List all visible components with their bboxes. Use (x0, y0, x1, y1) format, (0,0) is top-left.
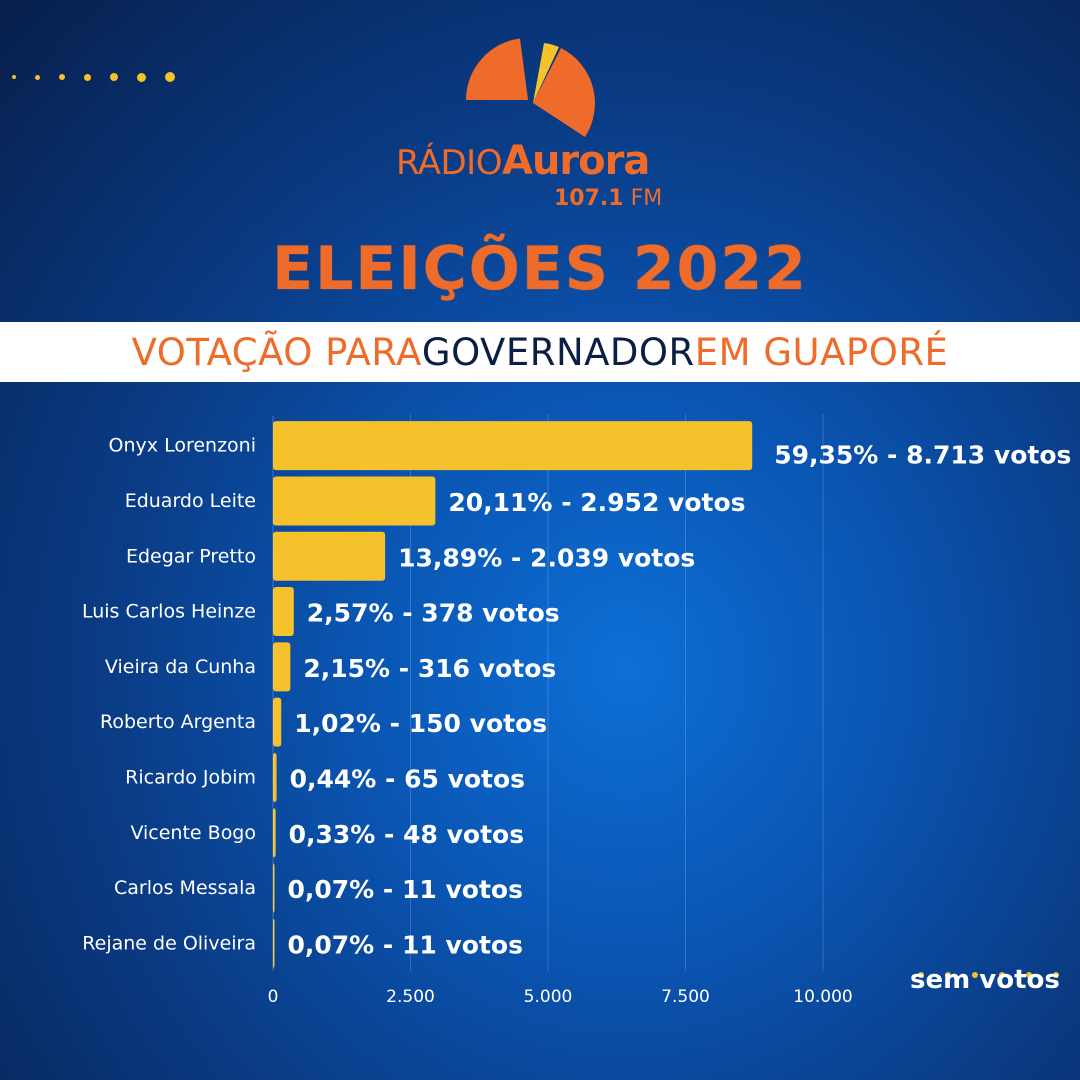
category-label: Onyx Lorenzoni (109, 435, 256, 457)
banner-part-3: EM GUAPORÉ (694, 330, 949, 374)
category-label: Rejane de Oliveira (82, 932, 256, 954)
radio-logo: RÁDIOAurora 107.1 FM (390, 38, 690, 213)
data-label: 0,07% - 11 votos (288, 875, 524, 904)
dot (137, 72, 146, 82)
bar (273, 697, 282, 747)
dot (110, 73, 118, 81)
category-label: Vieira da Cunha (105, 656, 256, 678)
x-tick-label: 2.500 (386, 987, 435, 1007)
decorative-dots (12, 72, 194, 82)
x-tick-label: 10.000 (793, 987, 852, 1007)
bar (273, 752, 277, 802)
frequency-number: 107.1 (554, 186, 624, 211)
category-label: Luis Carlos Heinze (82, 601, 256, 623)
category-label: Carlos Messala (114, 877, 256, 899)
dot (945, 972, 951, 978)
data-label: 59,35% - 8.713 votos (774, 441, 1071, 470)
dot (35, 74, 40, 80)
dot (84, 73, 91, 81)
subtitle-banner: VOTAÇÃO PARA GOVERNADOR EM GUAPORÉ (0, 322, 1080, 382)
category-label: Ricardo Jobim (125, 766, 256, 788)
banner-part-2: GOVERNADOR (421, 330, 695, 374)
votes-bar-chart: 0 2.500 5.000 7.500 10.000 Onyx Lorenzoni 59,3… (0, 390, 1080, 1010)
aurora-logo-icon (466, 38, 595, 137)
data-label: 2,15% - 316 votos (303, 654, 556, 683)
bar (273, 918, 275, 968)
data-label: 13,89% - 2.039 votos (398, 543, 695, 572)
logo-aurora-text: Aurora (501, 138, 650, 184)
dot (999, 972, 1005, 978)
footnote-dots (918, 972, 1080, 978)
dot (918, 972, 924, 978)
bar (273, 531, 386, 581)
data-label: 1,02% - 150 votos (294, 709, 547, 738)
logo-frequency: 107.1 FM (554, 186, 662, 211)
dot (972, 972, 978, 978)
page-title: ELEIÇÕES 2022 (272, 234, 808, 304)
x-tick-label: 5.000 (524, 987, 573, 1007)
category-label: Roberto Argenta (100, 711, 256, 733)
frequency-unit: FM (630, 186, 663, 211)
chart-svg: 0 2.500 5.000 7.500 10.000 Onyx Lorenzoni 59,3… (82, 414, 1071, 1007)
data-label: 20,11% - 2.952 votos (448, 488, 745, 517)
dot (59, 74, 65, 80)
logo-wordmark: RÁDIOAurora (396, 138, 650, 184)
bar (273, 421, 753, 471)
bar (273, 587, 294, 637)
data-label: 0,44% - 65 votos (290, 764, 526, 793)
banner-part-1: VOTAÇÃO PARA (131, 330, 422, 374)
x-tick-label: 0 (268, 987, 279, 1007)
category-label: Vicente Bogo (130, 822, 256, 844)
category-label: Eduardo Leite (125, 490, 256, 512)
dot (12, 75, 16, 79)
footnote-text: sem votos (910, 965, 1060, 995)
bar (273, 863, 275, 913)
category-label: Edegar Pretto (126, 545, 256, 567)
data-label: 0,33% - 48 votos (289, 820, 525, 849)
bar (273, 808, 276, 858)
dot (1053, 972, 1059, 978)
dot (165, 72, 175, 82)
data-label: 2,57% - 378 votos (307, 599, 560, 628)
bar (273, 642, 291, 692)
dot (1026, 972, 1032, 978)
data-label: 0,07% - 11 votos (288, 930, 524, 959)
logo-radio-text: RÁDIO (396, 143, 502, 183)
x-tick-label: 7.500 (661, 987, 710, 1007)
bar (273, 476, 436, 526)
